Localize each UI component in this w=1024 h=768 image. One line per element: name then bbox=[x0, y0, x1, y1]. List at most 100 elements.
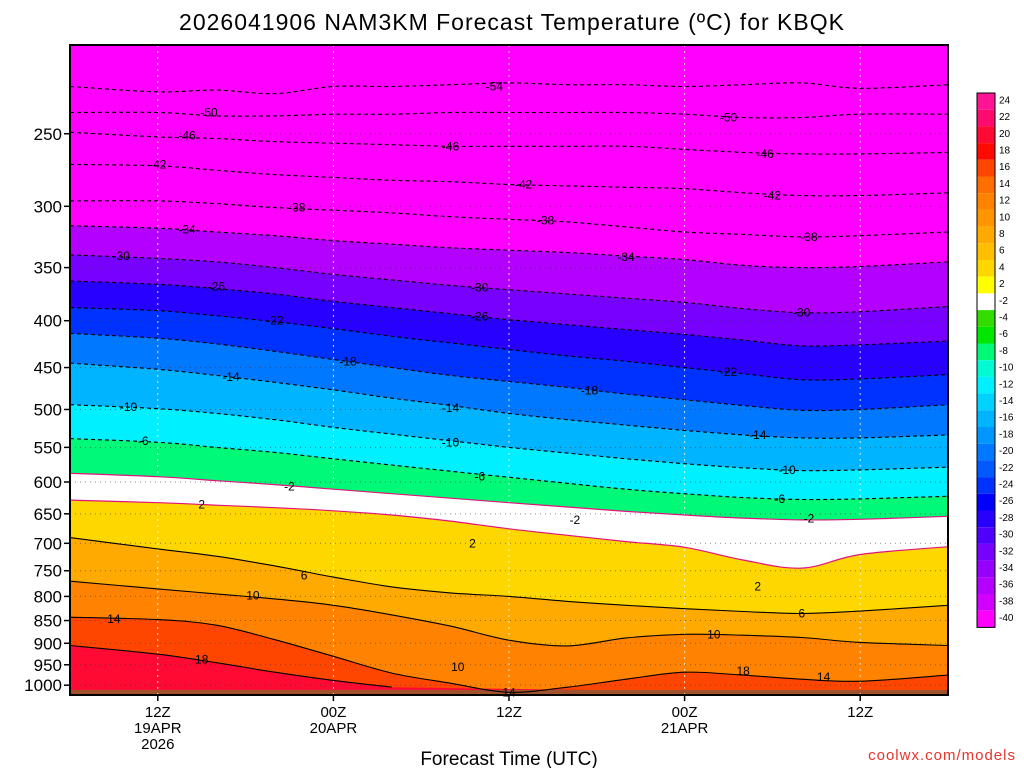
colorbar-label: 10 bbox=[999, 212, 1011, 223]
x-axis-title: Forecast Time (UTC) bbox=[420, 749, 597, 768]
y-tick-label: 550 bbox=[34, 438, 62, 457]
contour-label: -34 bbox=[178, 222, 196, 236]
y-tick-label: 850 bbox=[34, 612, 62, 631]
colorbar-swatch bbox=[977, 143, 995, 160]
colorbar-label: -30 bbox=[999, 530, 1014, 541]
y-tick-label: 900 bbox=[34, 634, 62, 653]
colorbar-label: -10 bbox=[999, 363, 1014, 374]
contour-label: -10 bbox=[442, 435, 460, 449]
colorbar-swatch bbox=[977, 493, 995, 511]
contour-label: 2 bbox=[754, 579, 761, 593]
colorbar-label: 16 bbox=[999, 162, 1011, 173]
contour-line bbox=[70, 111, 948, 119]
colorbar-swatch bbox=[977, 477, 995, 494]
contour-label: -2 bbox=[284, 480, 295, 494]
contour-label: -14 bbox=[442, 401, 460, 415]
colorbar-swatch bbox=[977, 159, 995, 177]
colorbar-swatch bbox=[977, 126, 995, 144]
y-tick-label: 450 bbox=[34, 359, 62, 378]
contour-label: 6 bbox=[301, 568, 308, 582]
colorbar-label: 22 bbox=[999, 112, 1011, 123]
colorbar-swatch bbox=[977, 326, 995, 344]
y-tick-label: 1000 bbox=[24, 676, 62, 695]
colorbar-swatch bbox=[977, 460, 995, 478]
colorbar-label: -14 bbox=[999, 396, 1014, 407]
contour-label: -14 bbox=[222, 370, 240, 384]
colorbar-label: 6 bbox=[999, 246, 1005, 257]
colorbar-swatch bbox=[977, 443, 995, 461]
y-tick-label: 800 bbox=[34, 587, 62, 606]
colorbar-label: 20 bbox=[999, 129, 1011, 140]
contour-label: -34 bbox=[617, 250, 635, 264]
contour-label: 10 bbox=[707, 627, 721, 641]
colorbar-label: -28 bbox=[999, 513, 1014, 524]
contour-label: -30 bbox=[471, 281, 489, 295]
y-tick-label: 400 bbox=[34, 312, 62, 331]
colorbar-swatch bbox=[977, 209, 995, 227]
contour-label: 18 bbox=[195, 653, 209, 667]
colorbar-label: 12 bbox=[999, 196, 1011, 207]
contour-label: -38 bbox=[537, 214, 555, 228]
contour-line bbox=[70, 404, 948, 472]
y-tick-label: 350 bbox=[34, 259, 62, 278]
contour-label: -42 bbox=[515, 177, 533, 191]
contour-line bbox=[70, 499, 948, 569]
contour-labels: -54 -50 -50 -46 -46 -46 -42 -42 -42 -38 -38 -38 -34 -… bbox=[107, 80, 830, 700]
colorbar-label: -16 bbox=[999, 413, 1014, 424]
x-tick-label: 20APR bbox=[310, 720, 358, 737]
colorbar-label: -24 bbox=[999, 479, 1014, 490]
contour-label: 14 bbox=[107, 612, 121, 626]
colorbar-swatch bbox=[977, 376, 995, 394]
contour-label: -2 bbox=[570, 513, 581, 527]
y-tick-label: 600 bbox=[34, 473, 62, 492]
colorbar-swatch bbox=[977, 310, 995, 327]
contour-label: -46 bbox=[442, 139, 460, 153]
colorbar-label: -2 bbox=[999, 296, 1008, 307]
contour-label: 2 bbox=[469, 536, 476, 550]
colorbar-label: -20 bbox=[999, 446, 1014, 457]
credit-text: coolwx.com/models bbox=[868, 747, 1016, 764]
colorbar-swatch bbox=[977, 560, 995, 578]
contour-label: -18 bbox=[581, 384, 599, 398]
x-tick-label: 12Z bbox=[145, 704, 171, 721]
colorbar-label: -18 bbox=[999, 429, 1014, 440]
colorbar-swatch bbox=[977, 293, 995, 311]
chart-title: 2026041906 NAM3KM Forecast Temperature (… bbox=[179, 9, 845, 35]
contour-label: -2 bbox=[804, 512, 815, 526]
x-tick-label: 12Z bbox=[496, 704, 522, 721]
contour-line bbox=[70, 537, 948, 615]
x-tick-label: 2026 bbox=[141, 736, 174, 753]
contour-label: 18 bbox=[736, 664, 750, 678]
colorbar-swatch bbox=[977, 577, 995, 594]
y-tick-label: 700 bbox=[34, 534, 62, 553]
contour-line bbox=[70, 580, 948, 647]
colorbar-label: -32 bbox=[999, 546, 1014, 557]
colorbar-label: -26 bbox=[999, 496, 1014, 507]
contour-label: -10 bbox=[778, 463, 796, 477]
colorbar-swatch bbox=[977, 260, 995, 277]
temperature-band bbox=[70, 645, 948, 695]
colorbar-label: -36 bbox=[999, 580, 1014, 591]
colorbar-swatch bbox=[977, 93, 995, 110]
contour-label: -14 bbox=[749, 428, 767, 442]
x-tick-label: 12Z bbox=[847, 704, 873, 721]
x-tick-label: 19APR bbox=[134, 720, 182, 737]
contour-label: -18 bbox=[339, 354, 357, 368]
y-tick-label: 650 bbox=[34, 505, 62, 524]
y-tick-label: 300 bbox=[34, 197, 62, 216]
contour-line bbox=[70, 307, 948, 381]
colorbar-swatch bbox=[977, 610, 995, 628]
grid-lines bbox=[70, 45, 948, 695]
plot-area bbox=[70, 45, 948, 695]
colorbar-swatch bbox=[977, 343, 995, 361]
contour-line bbox=[70, 332, 948, 412]
colorbar-label: -40 bbox=[999, 613, 1014, 624]
contour-label: -6 bbox=[138, 434, 149, 448]
colorbar-swatch bbox=[977, 360, 995, 377]
contour-label: 14 bbox=[817, 670, 831, 684]
contour-label: -26 bbox=[208, 279, 226, 293]
contour-label: -42 bbox=[149, 157, 167, 171]
contour-line bbox=[70, 362, 948, 439]
colorbar-frame bbox=[976, 92, 996, 628]
contour-label: -46 bbox=[756, 147, 774, 161]
